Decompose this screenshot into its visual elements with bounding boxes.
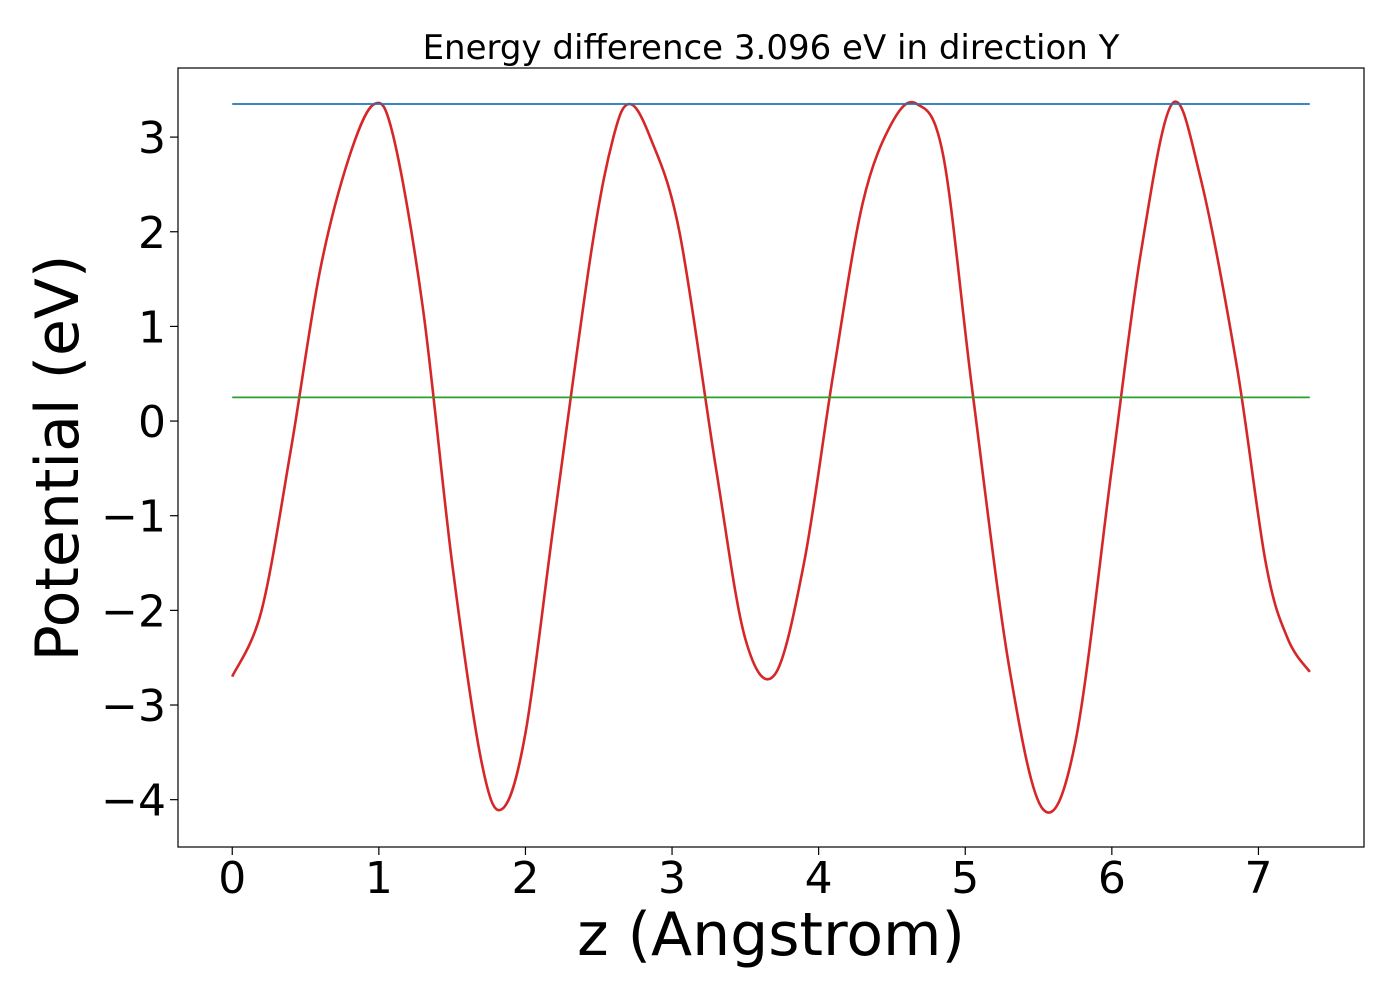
- chart-title: Energy difference 3.096 eV in direction …: [423, 28, 1120, 68]
- y-tick-label: 0: [138, 397, 166, 448]
- x-tick-label: 2: [511, 853, 539, 904]
- x-tick-label: 6: [1098, 853, 1126, 904]
- x-tick-label: 0: [218, 853, 246, 904]
- y-tick-label: −1: [101, 492, 166, 543]
- y-tick-label: 3: [138, 113, 166, 164]
- x-tick-label: 1: [365, 853, 393, 904]
- y-tick-label: −4: [101, 776, 166, 827]
- y-tick-label: 2: [138, 208, 166, 259]
- plot-frame: [177, 67, 1365, 848]
- y-tick-label: −3: [101, 681, 166, 732]
- y-axis-label: Potential (eV): [23, 255, 93, 662]
- potential-curve: [231, 100, 1311, 814]
- x-tick-label: 5: [951, 853, 979, 904]
- x-axis-ticks: 0 1 2 3 4 5 6 7: [218, 847, 1272, 904]
- x-tick-label: 3: [658, 853, 686, 904]
- x-axis-label: z (Angstrom): [577, 900, 965, 970]
- series-layer: [231, 100, 1311, 814]
- x-tick-label: 7: [1244, 853, 1272, 904]
- y-axis-ticks: −4 −3 −2 −1 0 1 2 3: [101, 113, 178, 827]
- y-tick-label: −2: [101, 586, 166, 637]
- y-tick-label: 1: [138, 302, 166, 353]
- x-tick-label: 4: [805, 853, 833, 904]
